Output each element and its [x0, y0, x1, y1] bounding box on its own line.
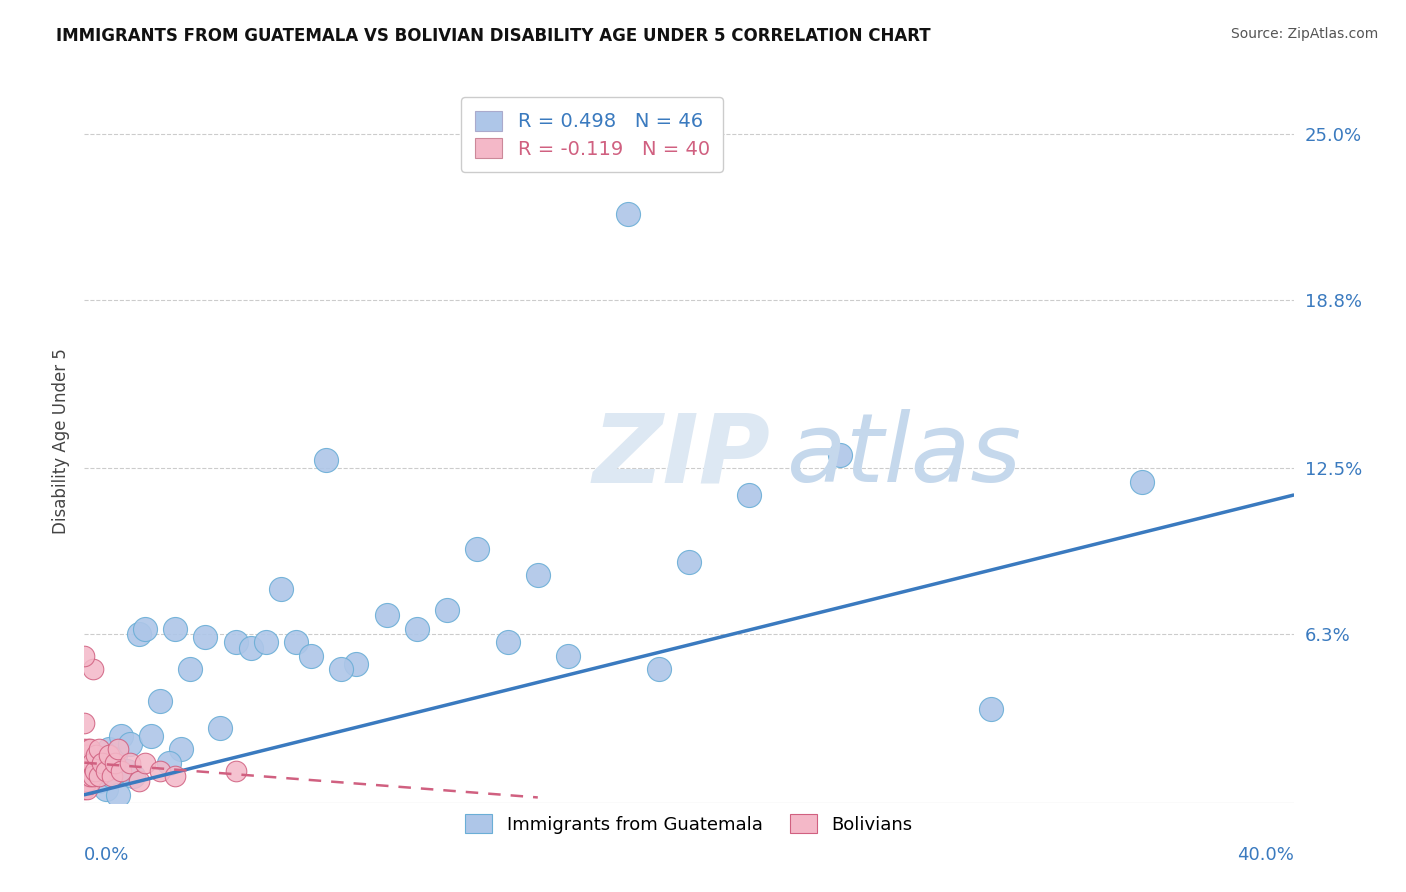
Point	[170, 742, 193, 756]
Point	[648, 662, 671, 676]
Point	[128, 627, 150, 641]
Point	[75, 774, 97, 789]
Point	[104, 756, 127, 770]
Point	[254, 635, 277, 649]
Point	[100, 769, 122, 783]
Point	[79, 764, 101, 778]
Text: 40.0%: 40.0%	[1237, 847, 1294, 864]
Point	[73, 782, 96, 797]
Point	[84, 764, 107, 778]
Point	[73, 742, 96, 756]
Text: Source: ZipAtlas.com: Source: ZipAtlas.com	[1230, 27, 1378, 41]
Point	[270, 582, 292, 596]
Point	[73, 648, 96, 663]
Text: 0.0%: 0.0%	[84, 847, 129, 864]
Point	[406, 622, 429, 636]
Point	[76, 769, 98, 783]
Point	[225, 635, 247, 649]
Point	[315, 453, 337, 467]
Point	[73, 715, 96, 730]
Point	[73, 769, 96, 783]
Point	[75, 747, 97, 762]
Point	[134, 622, 156, 636]
Point	[77, 742, 100, 756]
Point	[209, 721, 232, 735]
Point	[91, 756, 114, 770]
Point	[225, 764, 247, 778]
Point	[89, 769, 111, 783]
Point	[121, 769, 143, 783]
Point	[165, 622, 187, 636]
Point	[375, 608, 398, 623]
Point	[496, 635, 519, 649]
Point	[86, 764, 108, 778]
Point	[134, 756, 156, 770]
Point	[194, 630, 217, 644]
Point	[94, 782, 117, 797]
Point	[82, 756, 104, 770]
Point	[110, 729, 132, 743]
Point	[980, 702, 1002, 716]
Point	[79, 769, 101, 783]
Point	[830, 448, 852, 462]
Point	[107, 742, 129, 756]
Point	[617, 207, 640, 221]
Point	[75, 764, 97, 778]
Point	[82, 769, 104, 783]
Point	[79, 742, 101, 756]
Point	[467, 541, 489, 556]
Point	[80, 756, 103, 770]
Point	[165, 769, 187, 783]
Point	[157, 756, 180, 770]
Point	[104, 747, 127, 762]
Point	[436, 603, 458, 617]
Point	[77, 769, 100, 783]
Point	[139, 729, 162, 743]
Point	[128, 774, 150, 789]
Point	[1132, 475, 1154, 489]
Text: IMMIGRANTS FROM GUATEMALA VS BOLIVIAN DISABILITY AGE UNDER 5 CORRELATION CHART: IMMIGRANTS FROM GUATEMALA VS BOLIVIAN DI…	[56, 27, 931, 45]
Point	[107, 788, 129, 802]
Point	[82, 662, 104, 676]
Point	[97, 747, 120, 762]
Point	[77, 777, 100, 791]
Point	[738, 488, 761, 502]
Point	[557, 648, 579, 663]
Point	[678, 555, 700, 569]
Point	[76, 756, 98, 770]
Point	[94, 764, 117, 778]
Point	[527, 568, 550, 582]
Y-axis label: Disability Age Under 5: Disability Age Under 5	[52, 349, 70, 534]
Point	[330, 662, 353, 676]
Point	[285, 635, 308, 649]
Point	[115, 764, 138, 778]
Point	[76, 774, 98, 789]
Point	[110, 764, 132, 778]
Point	[73, 756, 96, 770]
Point	[100, 769, 122, 783]
Point	[89, 742, 111, 756]
Legend: Immigrants from Guatemala, Bolivians: Immigrants from Guatemala, Bolivians	[454, 804, 924, 845]
Point	[89, 774, 111, 789]
Point	[299, 648, 322, 663]
Point	[97, 742, 120, 756]
Point	[118, 737, 141, 751]
Point	[76, 782, 98, 797]
Text: ZIP: ZIP	[592, 409, 770, 502]
Point	[149, 694, 172, 708]
Point	[91, 764, 114, 778]
Point	[179, 662, 201, 676]
Point	[86, 747, 108, 762]
Point	[149, 764, 172, 778]
Point	[77, 756, 100, 770]
Text: atlas: atlas	[786, 409, 1021, 502]
Point	[239, 640, 262, 655]
Point	[118, 756, 141, 770]
Point	[346, 657, 368, 671]
